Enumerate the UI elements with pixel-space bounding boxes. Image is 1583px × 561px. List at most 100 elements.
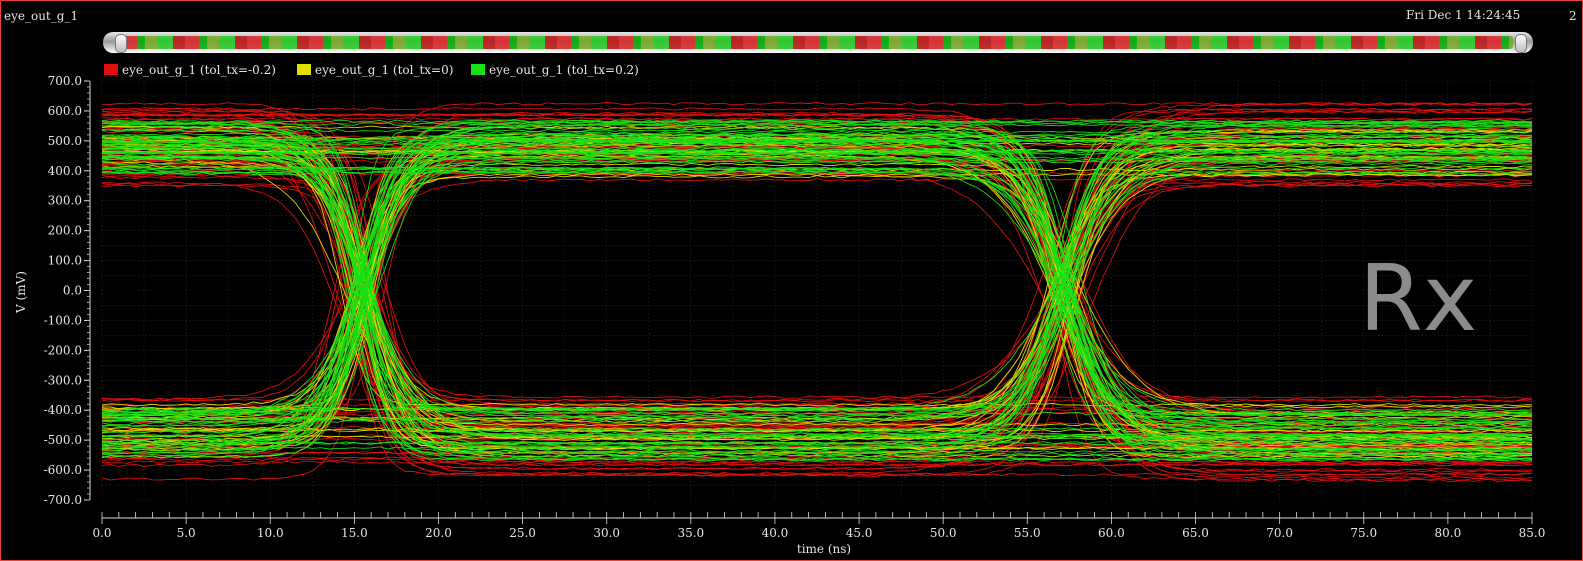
scrollbar-left-handle[interactable]	[115, 34, 127, 53]
series-trace	[101, 143, 1533, 450]
legend-swatch	[471, 64, 485, 75]
series-trace	[101, 159, 1533, 456]
series-trace	[101, 123, 1533, 418]
series-trace	[101, 156, 1533, 455]
series-trace	[101, 120, 1533, 432]
x-tick-label: 35.0	[677, 526, 704, 540]
series-trace	[101, 132, 1533, 438]
y-tick-label: -300.0	[44, 373, 82, 387]
series-trace	[101, 139, 1533, 427]
x-tick-label: 55.0	[1014, 526, 1041, 540]
legend[interactable]: eye_out_g_1 (tol_tx=-0.2) eye_out_g_1 (to…	[104, 63, 639, 77]
y-tick-label: 700.0	[48, 74, 82, 88]
series-trace	[101, 160, 1533, 421]
x-tick-label: 5.0	[177, 526, 196, 540]
x-tick-label: 10.0	[257, 526, 284, 540]
series-trace	[101, 168, 1533, 437]
series-trace	[101, 178, 1533, 400]
series-trace	[101, 151, 1533, 426]
x-tick-label: 50.0	[930, 526, 957, 540]
y-tick-label: 600.0	[48, 104, 82, 118]
series-trace	[101, 139, 1533, 443]
series-trace	[101, 164, 1533, 407]
window-number: 2	[1569, 9, 1577, 23]
series-trace	[101, 155, 1533, 412]
y-tick-label: -700.0	[44, 493, 82, 507]
series-trace	[101, 172, 1533, 453]
series-trace	[101, 136, 1533, 409]
x-tick-label: 70.0	[1266, 526, 1293, 540]
x-tick-label: 25.0	[509, 526, 536, 540]
rx-overlay-label: Rx	[1359, 245, 1477, 352]
series-trace	[101, 166, 1533, 456]
series-trace	[101, 162, 1533, 455]
y-tick-label: 0.0	[63, 284, 82, 298]
series-trace	[101, 130, 1533, 431]
x-tick-label: 60.0	[1098, 526, 1125, 540]
series-trace	[101, 166, 1533, 430]
y-tick-label: 100.0	[48, 254, 82, 268]
y-tick-label: 500.0	[48, 134, 82, 148]
legend-item[interactable]: eye_out_g_1 (tol_tx=-0.2)	[104, 63, 276, 77]
series-2	[101, 119, 1533, 462]
x-tick-label: 45.0	[846, 526, 873, 540]
series-trace	[101, 165, 1533, 422]
series-trace	[101, 117, 1533, 483]
legend-label: eye_out_g_1 (tol_tx=0)	[315, 63, 453, 77]
series-trace	[101, 157, 1533, 418]
x-tick-label: 75.0	[1350, 526, 1377, 540]
series-trace	[101, 108, 1533, 462]
series-trace	[101, 151, 1533, 445]
y-tick-label: -400.0	[44, 403, 82, 417]
legend-item[interactable]: eye_out_g_1 (tol_tx=0.2)	[471, 63, 639, 77]
series-trace	[101, 107, 1533, 449]
x-tick-label: 65.0	[1182, 526, 1209, 540]
x-tick-label: 20.0	[425, 526, 452, 540]
series-trace	[101, 170, 1533, 411]
series-trace	[101, 142, 1533, 438]
series-trace	[101, 151, 1533, 452]
series-trace	[101, 139, 1533, 410]
x-tick-label: 80.0	[1435, 526, 1462, 540]
legend-item[interactable]: eye_out_g_1 (tol_tx=0)	[297, 63, 453, 77]
series-trace	[101, 151, 1533, 462]
axes: 700.0 600.0 500.0 400.0 300.0 200.0 100.0 0.0 -1…	[44, 74, 1546, 540]
series-trace	[101, 150, 1533, 415]
series-trace	[101, 170, 1533, 423]
series-trace	[101, 119, 1533, 459]
y-axis-label: V (mV)	[14, 271, 28, 314]
scrollbar-overview	[123, 36, 1513, 49]
series-trace	[101, 152, 1533, 423]
series-trace	[101, 141, 1533, 402]
y-tick-label: -500.0	[44, 433, 82, 447]
series-trace	[101, 155, 1533, 449]
series-trace	[101, 136, 1533, 422]
series-trace	[101, 151, 1533, 445]
x-tick-label: 15.0	[341, 526, 368, 540]
y-tick-label: -100.0	[44, 313, 82, 327]
series-trace	[101, 160, 1533, 416]
y-tick-label: 400.0	[48, 164, 82, 178]
window-datetime: Fri Dec 1 14:24:452017	[1406, 8, 1521, 23]
y-tick-label: 300.0	[48, 194, 82, 208]
legend-label: eye_out_g_1 (tol_tx=-0.2)	[122, 63, 276, 77]
zoom-scrollbar[interactable]	[103, 32, 1533, 53]
legend-label: eye_out_g_1 (tol_tx=0.2)	[489, 63, 639, 77]
waveform-traces	[101, 102, 1533, 483]
window-title: eye_out_g_1	[4, 9, 79, 23]
legend-swatch	[297, 64, 311, 75]
series-trace	[101, 126, 1533, 442]
x-tick-label: 85.0	[1519, 526, 1546, 540]
series-trace	[101, 140, 1533, 456]
scrollbar-right-handle[interactable]	[1515, 34, 1527, 53]
series-trace	[101, 122, 1533, 430]
x-tick-label: 30.0	[593, 526, 620, 540]
series-trace	[101, 146, 1533, 461]
x-tick-label: 40.0	[762, 526, 789, 540]
series-trace	[101, 110, 1533, 414]
y-tick-label: -200.0	[44, 343, 82, 357]
y-tick-label: 200.0	[48, 224, 82, 238]
series-trace	[101, 147, 1533, 447]
series-trace	[101, 168, 1533, 464]
